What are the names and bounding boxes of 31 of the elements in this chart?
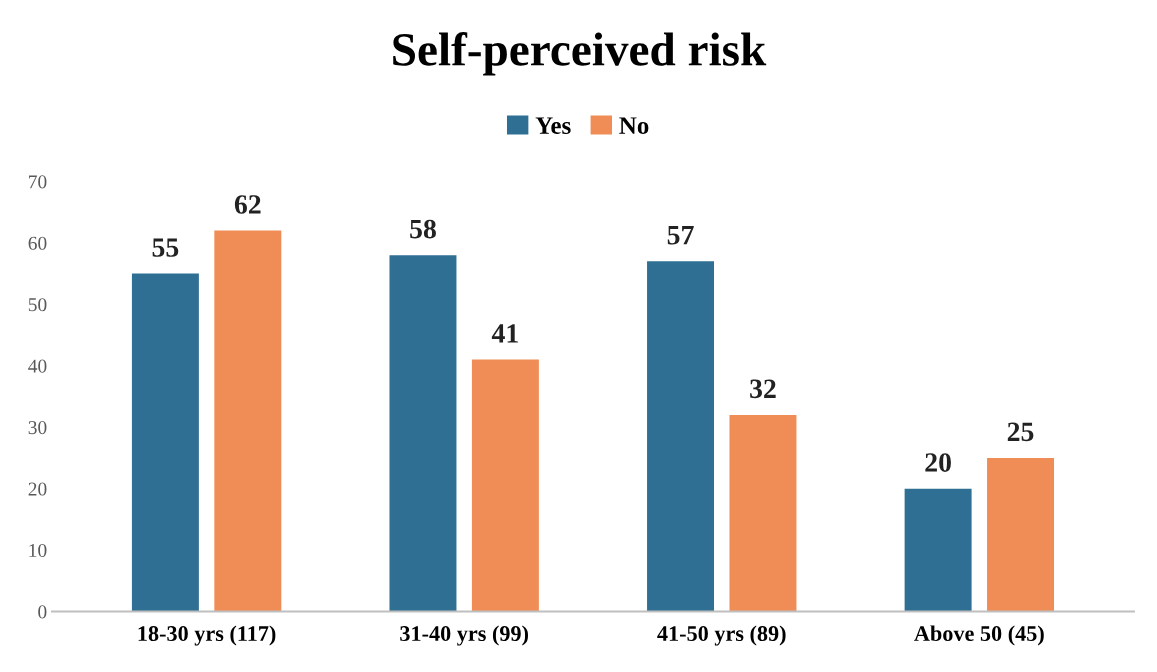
data-label: 41 — [491, 324, 518, 343]
y-tick-label: 30 — [28, 421, 47, 435]
data-label: 62 — [234, 195, 261, 214]
data-label: 20 — [925, 453, 951, 472]
bar — [389, 255, 457, 612]
y-tick-label: 70 — [29, 175, 47, 189]
bar — [904, 488, 972, 612]
y-tick-label: 20 — [28, 482, 47, 496]
y-tick-label: 0 — [38, 605, 47, 619]
y-tick-label: 10 — [29, 543, 47, 558]
chart-title: Self-perceived risk — [393, 32, 767, 76]
bar — [131, 273, 199, 612]
data-label: 32 — [750, 379, 776, 399]
bar — [729, 414, 797, 612]
x-tick-label: 18-30 yrs (117) — [138, 625, 276, 646]
data-label: 25 — [1007, 422, 1034, 442]
data-label: 57 — [667, 226, 694, 245]
y-tick-label: 50 — [28, 298, 47, 312]
data-label: 58 — [410, 219, 436, 239]
x-tick-label: 31-40 yrs (99) — [400, 625, 528, 646]
bar — [214, 230, 282, 612]
legend-label: No — [619, 117, 649, 135]
y-tick-label: 40 — [28, 359, 47, 373]
legend-label: Yes — [535, 117, 571, 135]
bar — [647, 261, 715, 612]
y-tick-label: 60 — [28, 236, 47, 250]
bar — [471, 359, 539, 612]
x-tick-label: Above 50 (45) — [914, 625, 1044, 646]
bar — [987, 457, 1055, 612]
x-tick-label: 41-50 yrs (89) — [657, 625, 786, 646]
data-label: 55 — [152, 238, 179, 257]
